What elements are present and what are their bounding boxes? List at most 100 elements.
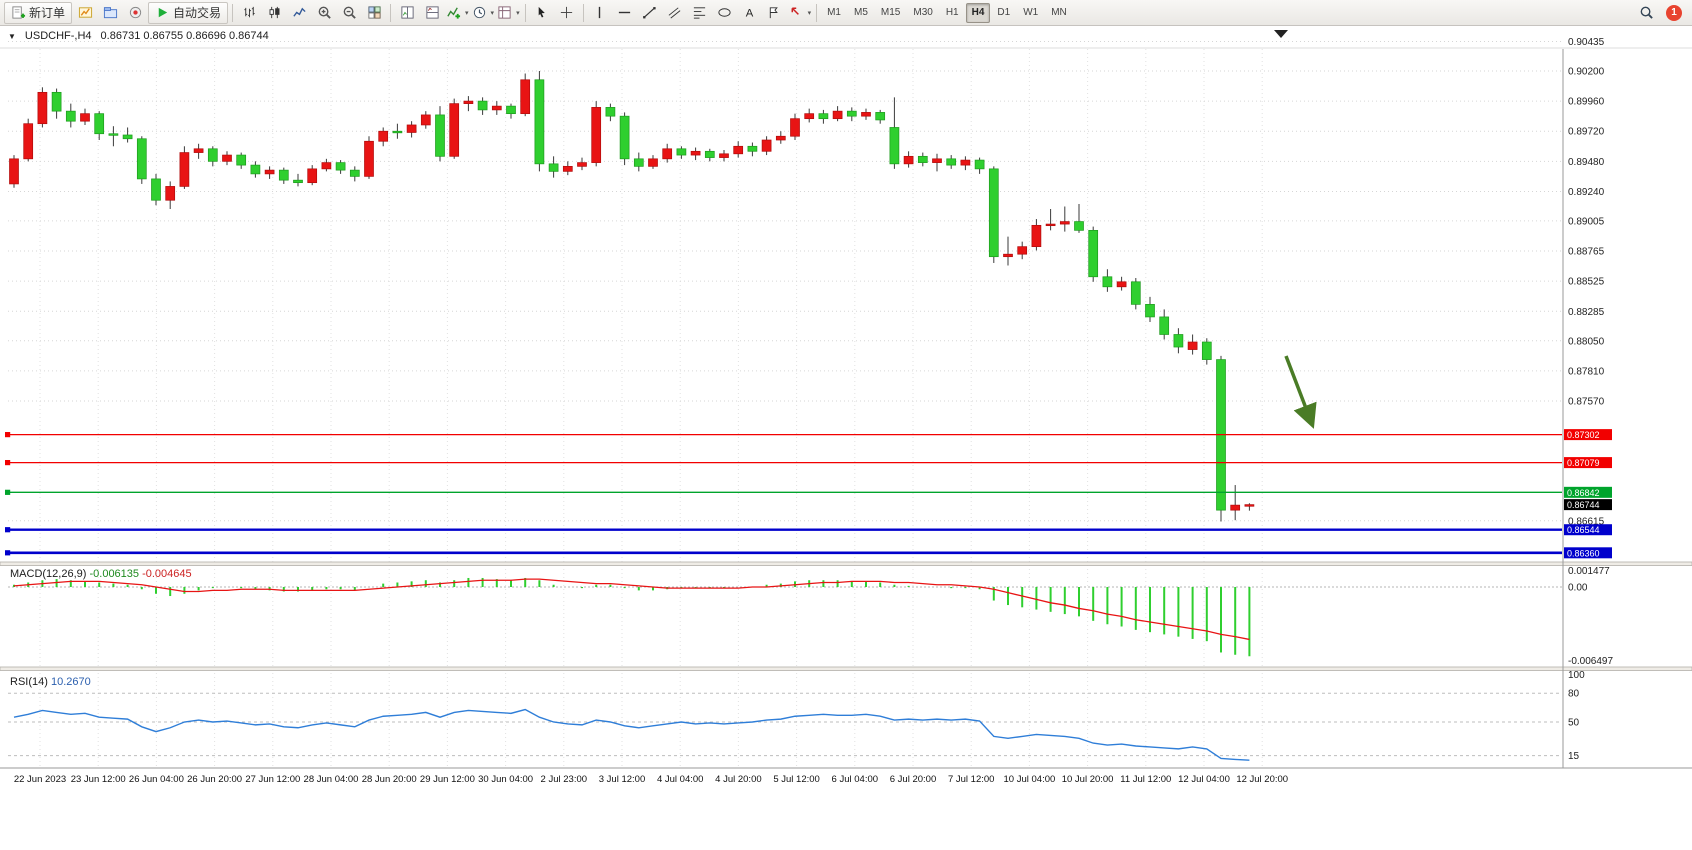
collapse-icon[interactable]: ▼ [8, 31, 16, 41]
line-anchor-handle[interactable] [5, 527, 11, 533]
line-anchor-handle[interactable] [5, 489, 11, 495]
macd-histogram [13, 577, 1251, 657]
indicators-button[interactable]: ▾ [445, 2, 470, 24]
timeframe-h4-button[interactable]: H4 [965, 2, 991, 23]
candle-body [932, 158, 942, 163]
text-label-icon [769, 7, 778, 19]
svg-text:A: A [746, 8, 754, 20]
macd-divider[interactable] [0, 561, 1692, 566]
rsi-axis-label: 15 [1568, 751, 1580, 762]
time-label: 26 Jun 20:00 [187, 774, 242, 785]
autotrade-icon [158, 7, 168, 18]
experts-button[interactable] [123, 2, 147, 24]
new-chart-button[interactable] [73, 2, 97, 24]
timeframe-m15-button[interactable]: M15 [880, 7, 901, 18]
profiles-button[interactable] [98, 2, 122, 24]
price-tag [1564, 524, 1612, 536]
price-label: 0.90435 [1568, 37, 1605, 48]
cursor-button[interactable] [530, 2, 554, 24]
bar-chart-button[interactable] [237, 2, 261, 24]
timeframe-m30-button[interactable]: M30 [913, 7, 933, 18]
toolbar-separator [390, 3, 392, 22]
candle-body [846, 110, 857, 117]
candle-body [449, 103, 460, 157]
timeframe-mn-button[interactable]: MN [1051, 7, 1067, 18]
arrange-horizontal-icon [425, 6, 439, 19]
price-chart[interactable]: 0.90435 0.90200 0.89960 0.89720 0.89480 0.892… [0, 26, 1692, 850]
arrange-vertical-button[interactable] [395, 2, 419, 24]
candle-body [520, 79, 531, 115]
candle-body [236, 154, 247, 166]
time-label: 10 Jul 04:00 [1004, 774, 1056, 785]
candle-body [591, 107, 602, 163]
zoom-in-button[interactable] [312, 2, 336, 24]
fibonacci-button[interactable] [688, 2, 712, 24]
rsi-divider[interactable] [0, 666, 1692, 671]
line-anchor-handle[interactable] [5, 459, 11, 466]
candle-body [988, 168, 999, 258]
crosshair-button[interactable] [555, 2, 579, 24]
price-label: 0.88285 [1568, 307, 1605, 318]
line-chart-button[interactable] [287, 2, 311, 24]
toolbar-separator [582, 3, 584, 22]
price-label: 0.88050 [1568, 336, 1605, 347]
vertical-line-button[interactable] [588, 2, 612, 24]
price-tag-value: 0.86360 [1567, 548, 1600, 558]
price-label: 0.89240 [1568, 187, 1605, 198]
search-button[interactable] [1634, 2, 1658, 24]
timeframe-d1-button[interactable]: D1 [997, 7, 1011, 18]
time-label: 12 Jul 04:00 [1178, 774, 1230, 785]
price-tag [1564, 429, 1612, 441]
candle-body [80, 113, 90, 122]
time-label: 28 Jun 20:00 [362, 774, 417, 785]
templates-button[interactable]: ▾ [496, 2, 521, 24]
horizontal-level-lines [5, 432, 1562, 556]
candlestick-chart-button[interactable] [262, 2, 286, 24]
arrange-horizontal-button[interactable] [420, 2, 444, 24]
price-label: 0.90200 [1568, 67, 1605, 78]
candle-body [832, 110, 843, 120]
toolbar-separator [816, 3, 818, 22]
text-label-button[interactable] [763, 2, 787, 24]
timeframe-m1-button[interactable]: M1 [827, 7, 841, 18]
time-label: 23 Jun 12:00 [71, 774, 126, 785]
notifications-badge[interactable]: 1 [1666, 4, 1682, 21]
candle-body [1173, 334, 1184, 348]
line-anchor-handle[interactable] [5, 550, 11, 556]
time-axis[interactable]: 22 Jun 2023 23 Jun 12:00 26 Jun 04:00 26 Ju… [14, 774, 1288, 785]
candle-body [250, 164, 261, 175]
templates-icon [498, 6, 511, 19]
ohlc-values: 0.86731 0.86755 0.86696 0.86744 [100, 30, 269, 42]
candle-body [207, 148, 218, 162]
symbol-title: USDCHF-,H4 [24, 30, 92, 42]
tile-windows-button[interactable] [362, 2, 386, 24]
profiles-icon [103, 7, 117, 19]
autotrade-button[interactable]: 自动交易 [148, 1, 229, 24]
timeframe-h1-button[interactable]: H1 [945, 7, 959, 18]
candle-body [406, 124, 417, 133]
time-label: 5 Jul 12:00 [773, 774, 819, 785]
rsi-axis-label: 50 [1568, 718, 1580, 729]
candle-body [761, 139, 772, 152]
zoom-out-button[interactable] [337, 2, 361, 24]
timeframe-w1-button[interactable]: W1 [1023, 7, 1039, 18]
channel-button[interactable] [663, 2, 687, 24]
arrow-annotation[interactable] [1284, 355, 1317, 429]
new-order-button[interactable]: 新订单 [4, 1, 73, 24]
line-anchor-handle[interactable] [5, 432, 11, 438]
candle-body [23, 123, 34, 160]
periods-button[interactable]: ▾ [471, 2, 496, 24]
toolbar-separator [524, 3, 526, 22]
shapes-button[interactable] [713, 2, 737, 24]
candle-body [804, 113, 815, 120]
timeframe-m5-button[interactable]: M5 [854, 7, 868, 18]
arrows-button[interactable]: ▾ [788, 2, 813, 24]
horizontal-line-button[interactable] [613, 2, 637, 24]
time-label: 4 Jul 20:00 [715, 774, 761, 785]
trendline-button[interactable] [638, 2, 662, 24]
chart-shift-marker[interactable] [1274, 30, 1288, 38]
candlestick-chart-icon [269, 6, 279, 19]
candle-body [946, 158, 957, 166]
text-button[interactable]: A [738, 2, 762, 24]
chevron-down-icon: ▾ [516, 9, 520, 17]
